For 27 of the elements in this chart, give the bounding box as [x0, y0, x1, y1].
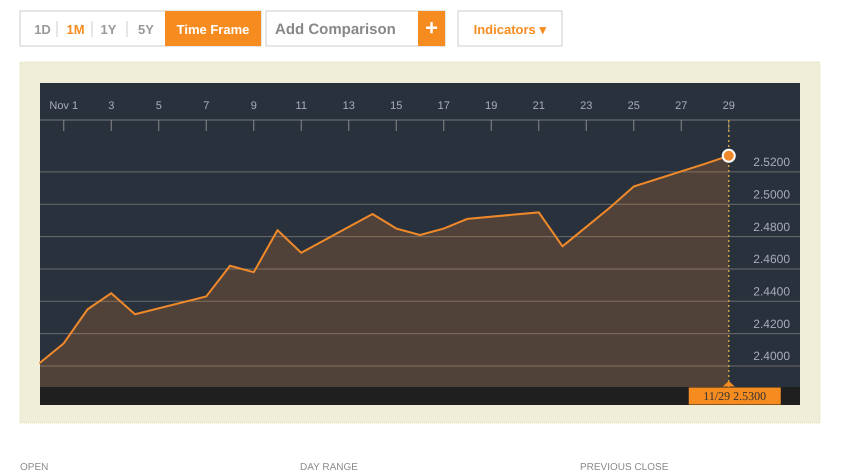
x-tick-label: 7	[203, 100, 210, 112]
y-tick-label: 2.4600	[753, 252, 790, 266]
x-tick-label: 29	[722, 100, 735, 112]
y-tick-label: 2.4800	[753, 220, 790, 234]
y-tick-label: 2.5000	[753, 187, 790, 202]
text: PREVIOUS CLOSE	[580, 462, 669, 473]
x-tick-label: 19	[485, 100, 498, 112]
y-tick-label: 2.5200	[753, 155, 790, 170]
x-tick-label: 3	[108, 100, 114, 112]
x-tick-label: 25	[628, 100, 640, 112]
x-tick-label: 9	[250, 100, 257, 112]
toolbar: 1D 1M 1Y 5Y Time Frame Add Comparison + Indicators ▾	[20, 10, 562, 46]
x-tick-label: 21	[532, 100, 545, 112]
x-tick-label: 23	[580, 100, 592, 112]
x-tick-label: 11	[296, 100, 307, 112]
x-tick-label: 5	[156, 100, 162, 112]
text: 11/29 2.5300	[703, 389, 766, 403]
x-tick-label: 13	[342, 100, 355, 112]
y-tick-label: 2.4400	[753, 284, 790, 298]
x-tick-label: 17	[438, 100, 450, 112]
x-tick-label: Nov 1	[49, 100, 78, 112]
x-tick-label: 27	[675, 100, 688, 112]
x-tick-label: 15	[390, 100, 402, 112]
text: OPEN	[20, 462, 48, 473]
text: DAY RANGE	[300, 462, 358, 473]
y-tick-label: 2.4200	[753, 316, 790, 331]
y-tick-label: 2.4000	[753, 349, 790, 364]
